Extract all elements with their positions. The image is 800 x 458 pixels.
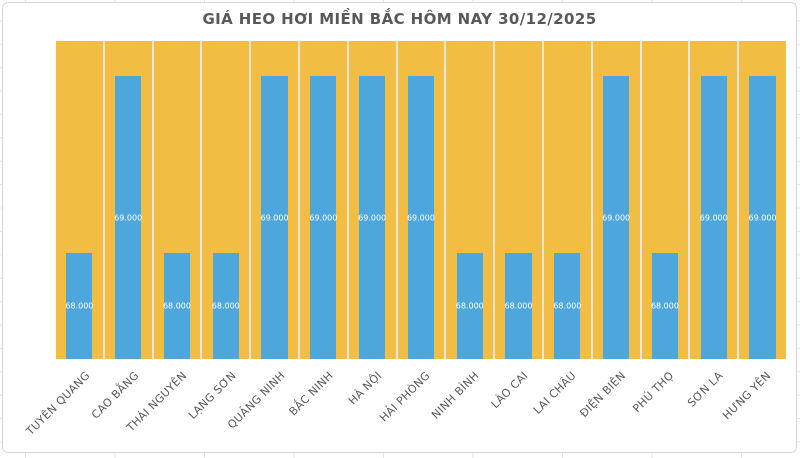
category-panel: 68.000 (56, 41, 103, 359)
x-axis-label[interactable]: TUYÊN QUANG (23, 369, 93, 438)
plot-area: 68.000 69.000 68.000 68.000 69.000 69.000 69.0… (56, 41, 786, 359)
bar[interactable]: 69.000 (748, 76, 777, 359)
bar-value-label: 69.000 (114, 213, 143, 223)
category-panel: 69.000 (690, 41, 738, 359)
bar-value-label: 69.000 (358, 213, 387, 223)
bar[interactable]: 68.000 (650, 253, 679, 359)
category-panel: 69.000 (251, 41, 298, 359)
category-panel: 69.000 (348, 41, 396, 359)
chart-title[interactable]: GIÁ HEO HƠI MIỀN BẮC HÔM NAY 30/12/2025 (202, 10, 597, 28)
bar[interactable]: 68.000 (65, 253, 94, 359)
x-axis-label[interactable]: HƯNG YÊN (720, 369, 774, 423)
bar-value-label: 69.000 (260, 213, 289, 223)
x-axis-label[interactable]: HÀ NỘI (346, 369, 385, 408)
category-panel: 68.000 (202, 41, 250, 359)
bar-value-label: 68.000 (162, 301, 191, 311)
bar[interactable]: 69.000 (406, 76, 435, 359)
bar[interactable]: 68.000 (211, 253, 240, 359)
bar[interactable]: 68.000 (162, 253, 191, 359)
category-panel: 68.000 (495, 41, 542, 359)
x-axis-label[interactable]: ĐIỆN BIÊN (576, 369, 628, 421)
bar-value-label: 69.000 (699, 213, 728, 223)
category-panel: 69.000 (592, 41, 640, 359)
x-axis-label[interactable]: CAO BẰNG (88, 369, 142, 422)
bar[interactable]: 69.000 (309, 76, 338, 359)
x-axis-label[interactable]: LÀO CAI (488, 369, 531, 412)
category-panel: 69.000 (104, 41, 152, 359)
bar[interactable]: 69.000 (602, 76, 631, 359)
x-axis-label[interactable]: LAI CHÂU (531, 369, 580, 417)
bar[interactable]: 69.000 (699, 76, 728, 359)
x-axis-labels: TUYÊN QUANG CAO BẰNG THÁI NGUYÊN LẠNG SƠN QU… (3, 361, 796, 454)
x-axis-label[interactable]: NINH BÌNH (429, 369, 482, 422)
bar-value-label: 68.000 (65, 301, 94, 311)
category-panel: 68.000 (543, 41, 591, 359)
x-axis-label[interactable]: BẮC NINH (286, 369, 336, 419)
bar-value-label: 69.000 (309, 213, 338, 223)
x-axis-label[interactable]: HẢI PHÒNG (377, 369, 434, 425)
bar-value-label: 68.000 (553, 301, 582, 311)
bar-value-label: 68.000 (504, 301, 533, 311)
bar[interactable]: 68.000 (455, 253, 484, 359)
bar-value-label: 69.000 (602, 213, 631, 223)
category-panel: 68.000 (153, 41, 201, 359)
bar[interactable]: 69.000 (358, 76, 387, 359)
category-panel: 68.000 (641, 41, 689, 359)
category-panel: 69.000 (397, 41, 445, 359)
x-axis-label[interactable]: SƠN LA (684, 369, 726, 410)
bar[interactable]: 69.000 (114, 76, 143, 359)
bar-value-label: 68.000 (455, 301, 484, 311)
category-panel: 68.000 (446, 41, 494, 359)
category-panel: 69.000 (299, 41, 347, 359)
bar[interactable]: 68.000 (553, 253, 582, 359)
bar[interactable]: 69.000 (260, 76, 289, 359)
x-axis-label[interactable]: LẠNG SƠN (185, 369, 239, 422)
chart-canvas[interactable]: GIÁ HEO HƠI MIỀN BẮC HÔM NAY 30/12/2025 … (2, 2, 797, 453)
bar-value-label: 68.000 (650, 301, 679, 311)
bar-value-label: 69.000 (406, 213, 435, 223)
x-axis-label[interactable]: PHÚ THỌ (630, 369, 677, 416)
category-panel: 69.000 (739, 41, 786, 359)
bar[interactable]: 68.000 (504, 253, 533, 359)
bar-value-label: 69.000 (748, 213, 777, 223)
bar-value-label: 68.000 (211, 301, 240, 311)
